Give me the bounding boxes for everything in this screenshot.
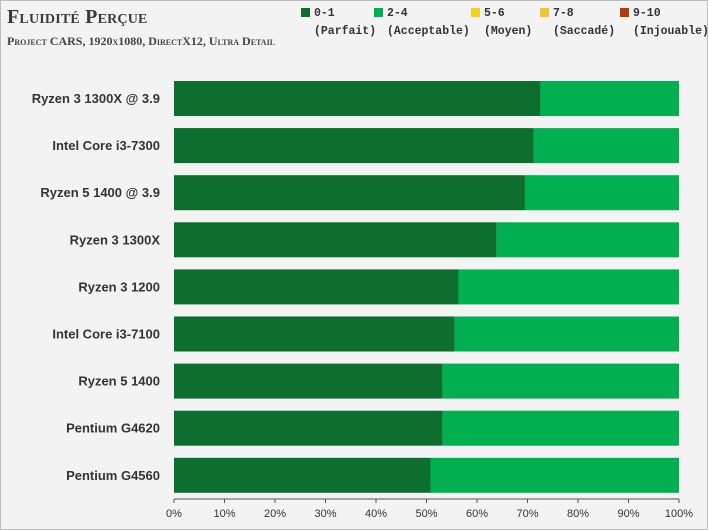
bar-segment (430, 457, 679, 493)
x-tick-label: 100% (665, 508, 693, 520)
bar-segment (174, 363, 443, 399)
bar-segment (454, 316, 679, 352)
bar-segment (174, 269, 459, 305)
category-label: Pentium G4620 (66, 421, 160, 436)
x-tick-label: 50% (415, 508, 437, 520)
legend-label: (Saccadé) (553, 25, 616, 38)
bar-segment (174, 81, 541, 116)
legend-range: 5-6 (484, 7, 505, 20)
bar-segment (174, 457, 431, 493)
x-tick-label: 10% (213, 508, 235, 520)
legend-range: 9-10 (633, 7, 661, 20)
category-label: Intel Core i3-7300 (52, 138, 160, 153)
legend-label: (Injouable) (633, 25, 708, 38)
legend-item-saccade: 7-8 (Saccadé) (540, 5, 615, 41)
bar-segment (524, 175, 679, 211)
bar-segment (174, 316, 455, 352)
category-label: Ryzen 3 1300X @ 3.9 (32, 91, 160, 106)
category-label: Ryzen 3 1300X (70, 232, 161, 247)
category-label: Ryzen 3 1200 (78, 279, 160, 294)
category-label: Ryzen 5 1400 (78, 374, 160, 389)
x-tick-label: 20% (264, 508, 286, 520)
legend-item-acceptable: 2-4 (Acceptable) (374, 5, 470, 41)
legend-item-parfait: 0-1 (Parfait) (301, 5, 376, 41)
x-tick-label: 80% (567, 508, 589, 520)
legend-item-injouable: 9-10 (Injouable) (620, 5, 708, 41)
legend-label: (Acceptable) (387, 25, 470, 38)
x-tick-label: 30% (314, 508, 336, 520)
x-tick-label: 70% (516, 508, 538, 520)
bar-segment (458, 269, 679, 305)
category-label: Ryzen 5 1400 @ 3.9 (40, 185, 160, 200)
x-tick-label: 90% (617, 508, 639, 520)
legend-range: 7-8 (553, 7, 574, 20)
category-label: Pentium G4560 (66, 468, 160, 483)
bar-segment (174, 222, 497, 258)
x-tick-label: 60% (466, 508, 488, 520)
legend-label: (Parfait) (314, 25, 377, 38)
legend-label: (Moyen) (484, 25, 533, 38)
bar-segment (174, 410, 443, 446)
legend-swatch (301, 8, 310, 17)
bar-segment (442, 410, 679, 446)
chart-title: Fluidité Perçue (7, 6, 148, 28)
legend-swatch (374, 8, 383, 17)
legend-range: 2-4 (387, 7, 408, 20)
legend-swatch (471, 8, 480, 17)
bar-segment (496, 222, 679, 258)
bar-segment (442, 363, 679, 399)
legend-swatch (620, 8, 629, 17)
x-tick-label: 0% (166, 508, 182, 520)
legend-item-moyen: 5-6 (Moyen) (471, 5, 532, 41)
bar-segment (174, 175, 525, 211)
bar-segment (174, 128, 534, 164)
bar-segment (533, 128, 679, 164)
category-label: Intel Core i3-7100 (52, 327, 160, 342)
legend-range: 0-1 (314, 7, 335, 20)
x-tick-label: 40% (365, 508, 387, 520)
legend-swatch (540, 8, 549, 17)
chart-subtitle: Project CARS, 1920x1080, DirectX12, Ultr… (7, 34, 276, 48)
bar-segment (540, 81, 679, 116)
